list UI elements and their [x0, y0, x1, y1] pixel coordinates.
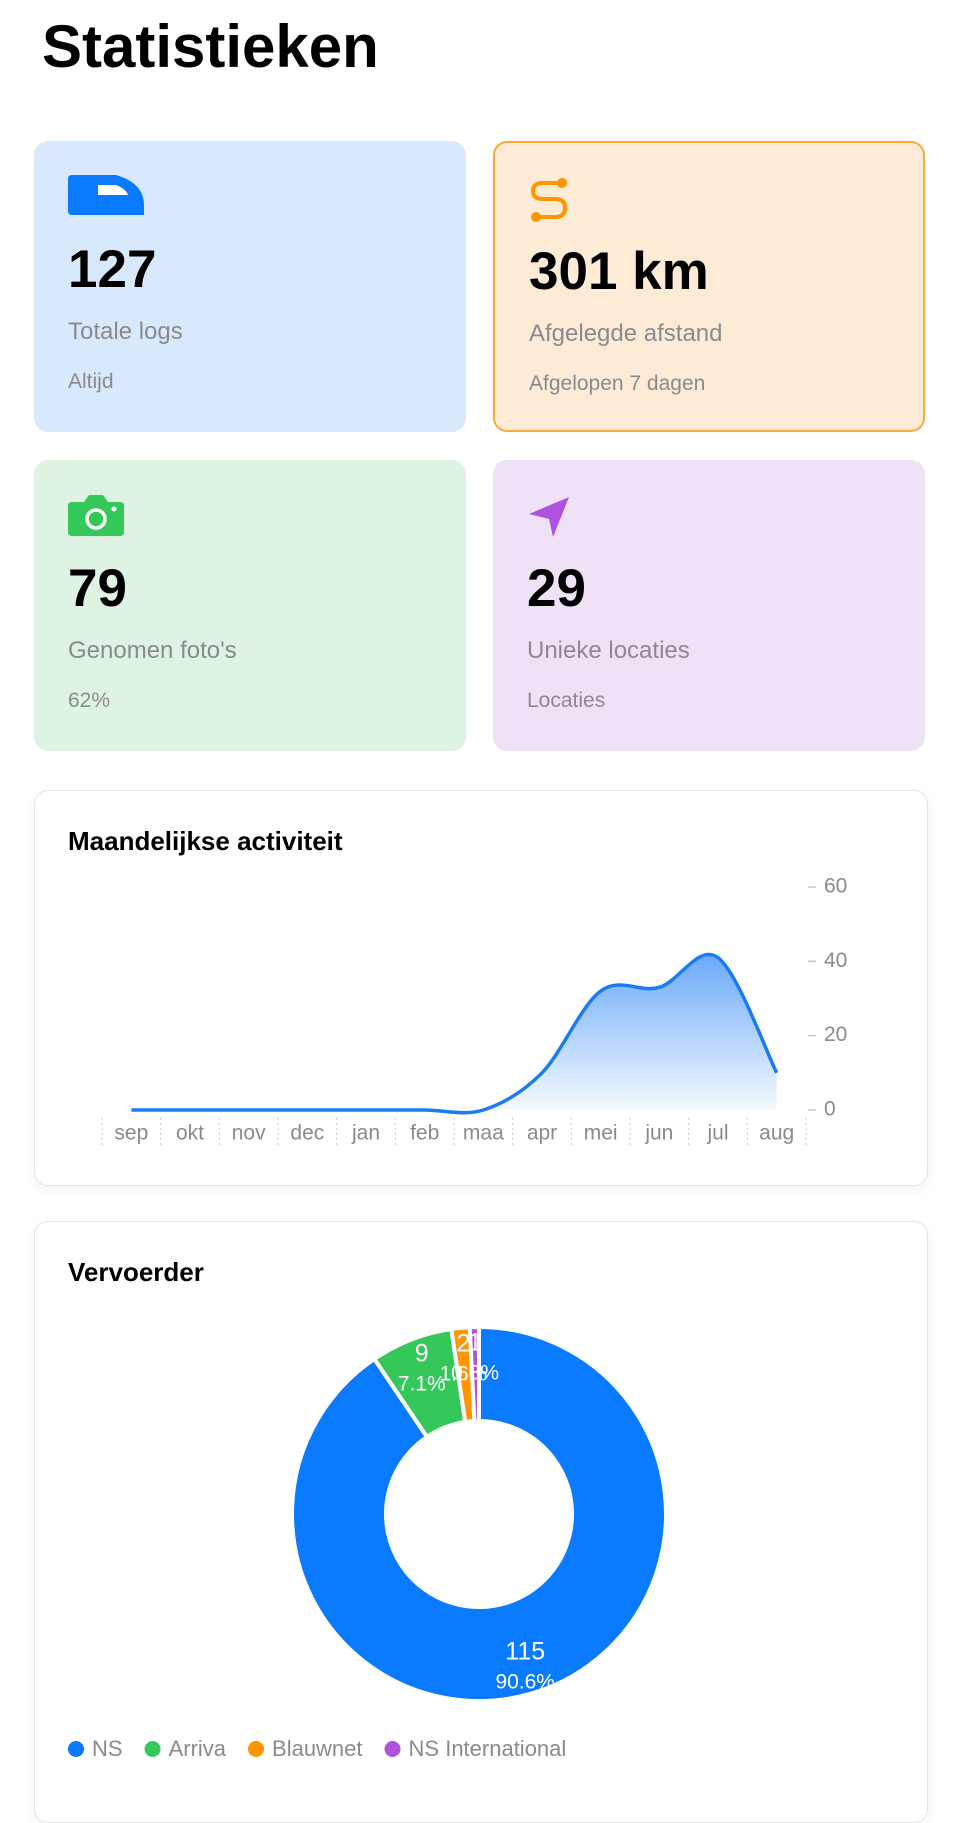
legend-swatch	[384, 1741, 401, 1757]
legend-label: NS	[92, 1736, 123, 1761]
slice-count: 9	[415, 1339, 429, 1367]
camera-icon	[68, 495, 124, 536]
slice-percent: 90.6%	[495, 1671, 555, 1694]
slice-count: 115	[505, 1638, 545, 1666]
pie-slice	[467, 1325, 481, 1424]
legend-label: NS International	[409, 1736, 567, 1761]
carrier-panel	[34, 1221, 928, 1823]
train-icon	[68, 175, 144, 215]
y-tick-label: 20	[824, 1023, 847, 1046]
page: Statistieken 127 Totale logs Altijd 301 …	[34, 13, 928, 1823]
line	[131, 952, 779, 1115]
stat-sub: 62%	[68, 689, 111, 712]
x-tick-label: jan	[351, 1122, 380, 1145]
stat-label: Genomen foto's	[68, 637, 237, 664]
y-tick-label: 40	[824, 949, 847, 972]
slice-count: 2	[456, 1329, 470, 1357]
x-tick-label: maa	[463, 1122, 504, 1145]
stat-value: 79	[68, 559, 127, 618]
slice-count: 1	[468, 1329, 482, 1357]
legend-swatch	[248, 1741, 265, 1757]
stat-sub: Afgelopen 7 dagen	[529, 372, 706, 395]
x-tick-label: nov	[232, 1122, 266, 1145]
x-tick-label: feb	[410, 1122, 439, 1145]
stat-card: 301 km Afgelegde afstand Afgelopen 7 dag…	[493, 141, 925, 432]
stat-value: 127	[68, 240, 157, 299]
stat-card: 127 Totale logs Altijd	[34, 141, 466, 432]
page-title: Statistieken	[42, 13, 379, 80]
chart-title: Vervoerder	[68, 1257, 204, 1287]
x-tick-label: apr	[527, 1122, 557, 1145]
activity-panel	[34, 790, 928, 1186]
x-tick-label: jun	[644, 1122, 673, 1145]
legend-label: Blauwnet	[272, 1736, 363, 1761]
legend-label: Arriva	[169, 1736, 227, 1761]
stat-card: 29 Unieke locaties Locaties	[493, 460, 925, 751]
slice-percent: 0.8%	[451, 1362, 499, 1385]
stat-label: Unieke locaties	[527, 637, 690, 664]
route-icon	[530, 178, 568, 222]
stat-value: 301 km	[529, 242, 709, 301]
stat-sub: Locaties	[527, 689, 606, 712]
stat-label: Totale logs	[68, 318, 183, 345]
y-tick-label: 0	[824, 1098, 836, 1121]
location-icon	[529, 497, 569, 537]
x-tick-label: sep	[114, 1122, 148, 1145]
x-tick-label: mei	[584, 1122, 618, 1145]
x-tick-label: dec	[290, 1122, 324, 1145]
stat-sub: Altijd	[68, 370, 114, 393]
y-tick-label: 60	[824, 875, 847, 898]
chart-title: Maandelijkse activiteit	[68, 826, 343, 856]
x-tick-label: aug	[759, 1122, 794, 1145]
pie-slice	[290, 1325, 669, 1703]
area	[131, 954, 777, 1113]
stat-label: Afgelegde afstand	[529, 320, 723, 347]
x-tick-label: okt	[176, 1122, 204, 1145]
slice-percent: 7.1%	[398, 1372, 446, 1395]
legend-swatch	[68, 1741, 84, 1757]
x-tick-label: jul	[706, 1122, 728, 1145]
stat-card: 79 Genomen foto's 62%	[34, 460, 466, 751]
stat-value: 29	[527, 559, 586, 618]
charts: Maandelijkse activiteit Vervoerder 0 20 40…	[68, 826, 847, 1761]
legend-swatch	[144, 1741, 161, 1757]
